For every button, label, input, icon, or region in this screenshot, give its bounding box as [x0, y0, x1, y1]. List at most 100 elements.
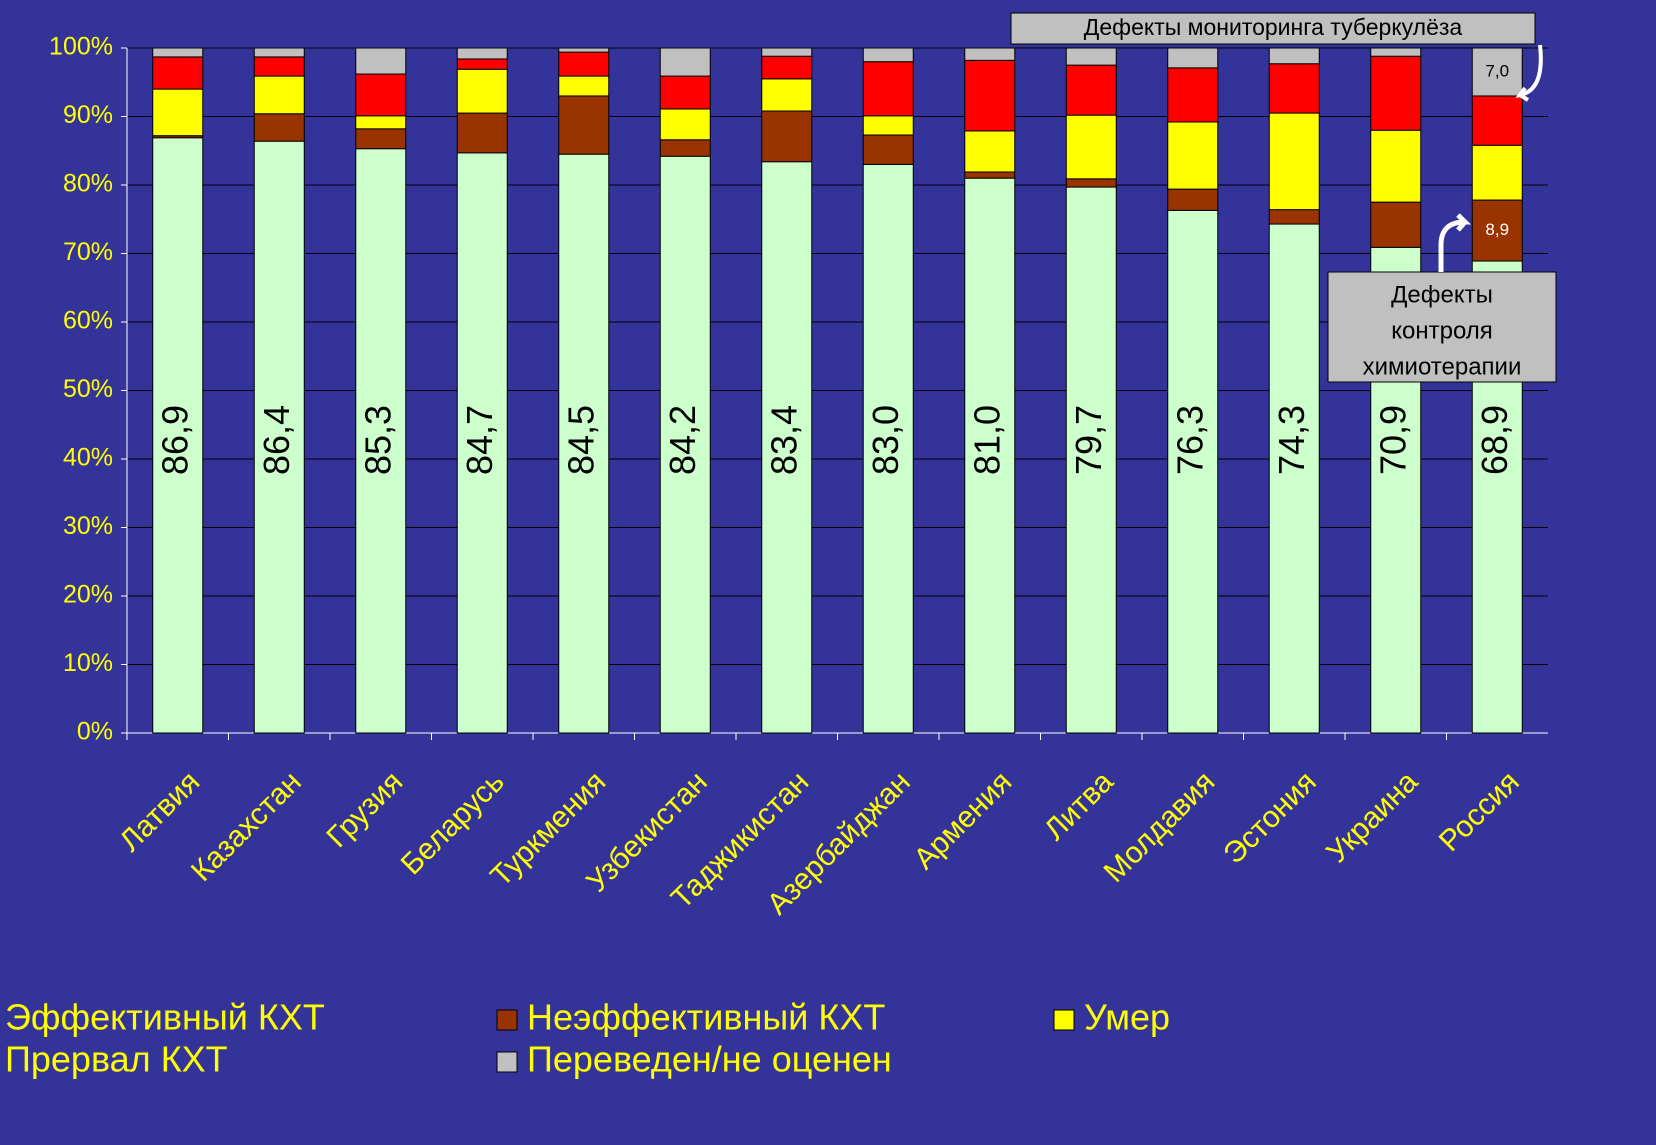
bar-segment [152, 47, 204, 58]
bar-segment [456, 152, 508, 734]
annotation-arrow [1438, 213, 1472, 272]
value-label: 84,2 [662, 405, 703, 475]
legend-label: Неэффективный КХТ [527, 997, 885, 1038]
bar-segment [761, 78, 813, 112]
legend-marker [496, 1009, 518, 1031]
bar-segment [862, 61, 914, 117]
annotation: контроля [1391, 317, 1493, 344]
bar-segment [355, 148, 407, 734]
bar-segment [761, 55, 813, 80]
bar-segment [355, 115, 407, 130]
bar-segment [558, 51, 610, 77]
value-label: 74,3 [1271, 405, 1312, 475]
bar-segment [456, 112, 508, 154]
value-label: 70,9 [1372, 405, 1413, 475]
y-tick-label: 80% [63, 170, 113, 198]
y-tick-label: 70% [63, 238, 113, 266]
bar-segment [558, 95, 610, 155]
bar-segment [253, 140, 305, 734]
bar-segment [1471, 95, 1523, 146]
legend-label: Прервал КХТ [5, 1039, 228, 1080]
bar-segment [964, 59, 1016, 132]
bar-segment [659, 155, 711, 734]
value-label: 81,0 [966, 405, 1007, 475]
bar-segment [862, 163, 914, 734]
bar-segment [1471, 199, 1523, 262]
bar-segment [558, 75, 610, 97]
bar-segment [964, 177, 1016, 734]
bar-segment [456, 47, 508, 60]
value-label: 84,7 [459, 405, 500, 475]
value-label: 79,7 [1068, 405, 1109, 475]
annotation: Дефекты [1391, 281, 1493, 308]
bar-segment [1268, 63, 1320, 114]
annotation: Дефекты мониторинга туберкулёза [1084, 14, 1463, 40]
bar-segment [1370, 129, 1422, 203]
bar-segment [1370, 201, 1422, 248]
value-label: 8,9 [1485, 220, 1509, 239]
bar-segment [1268, 112, 1320, 211]
value-label: 84,5 [560, 405, 601, 475]
bar-segment [355, 73, 407, 117]
bar-segment [355, 128, 407, 150]
bar-segment [862, 134, 914, 165]
y-tick-label: 20% [63, 581, 113, 609]
y-tick-label: 100% [49, 33, 113, 61]
value-label: 85,3 [357, 405, 398, 475]
bar-segment [456, 58, 508, 70]
bar-segment [761, 161, 813, 734]
bar-segment [253, 75, 305, 115]
y-tick-label: 60% [63, 307, 113, 335]
bar-segment [152, 56, 204, 90]
bar-segment [558, 47, 610, 53]
bar-segment [1065, 64, 1117, 116]
legend-marker [496, 1051, 518, 1073]
bar-segment [1167, 209, 1219, 734]
bar-segment [558, 153, 610, 734]
y-tick-label: 90% [63, 101, 113, 129]
bar-segment [659, 47, 711, 77]
value-label: 7,0 [1485, 61, 1509, 80]
annotation-box [1327, 271, 1557, 383]
legend-marker [1053, 1009, 1075, 1031]
bar-segment [761, 47, 813, 57]
value-label: 86,4 [256, 405, 297, 475]
bar-segment [964, 47, 1016, 61]
value-label: 83,4 [763, 405, 804, 475]
bar-segment [659, 75, 711, 110]
bar-segment [964, 130, 1016, 173]
bar-segment [456, 68, 508, 114]
bar-segment [253, 113, 305, 142]
legend-label: Эффективный КХТ [5, 997, 325, 1038]
bar-segment [1065, 186, 1117, 734]
bar-segment [1167, 121, 1219, 190]
bar-segment [1065, 114, 1117, 180]
y-tick-label: 10% [63, 649, 113, 677]
y-tick-label: 30% [63, 512, 113, 540]
bar-segment [1167, 47, 1219, 69]
bar-segment [1167, 188, 1219, 211]
value-label: 86,9 [154, 405, 195, 475]
bar-segment [1370, 47, 1422, 57]
bar-segment [1471, 144, 1523, 201]
bar-segment [152, 88, 204, 137]
bar-segment [152, 137, 204, 734]
bar-segment [862, 115, 914, 136]
value-label: 76,3 [1169, 405, 1210, 475]
bar-segment [1065, 47, 1117, 66]
y-tick-label: 40% [63, 444, 113, 472]
bar-segment [1268, 47, 1320, 65]
annotation-box [1010, 12, 1536, 45]
bar-segment [1065, 178, 1117, 188]
bar-segment [862, 47, 914, 63]
bar-segment [355, 47, 407, 75]
bar-segment [253, 47, 305, 58]
y-tick-label: 50% [63, 375, 113, 403]
bar-segment [1370, 55, 1422, 131]
bar-segment [1471, 47, 1523, 97]
bar-segment [1268, 223, 1320, 734]
y-tick-label: 0% [77, 718, 113, 746]
bar-segment [659, 139, 711, 157]
bar-segment [253, 56, 305, 77]
